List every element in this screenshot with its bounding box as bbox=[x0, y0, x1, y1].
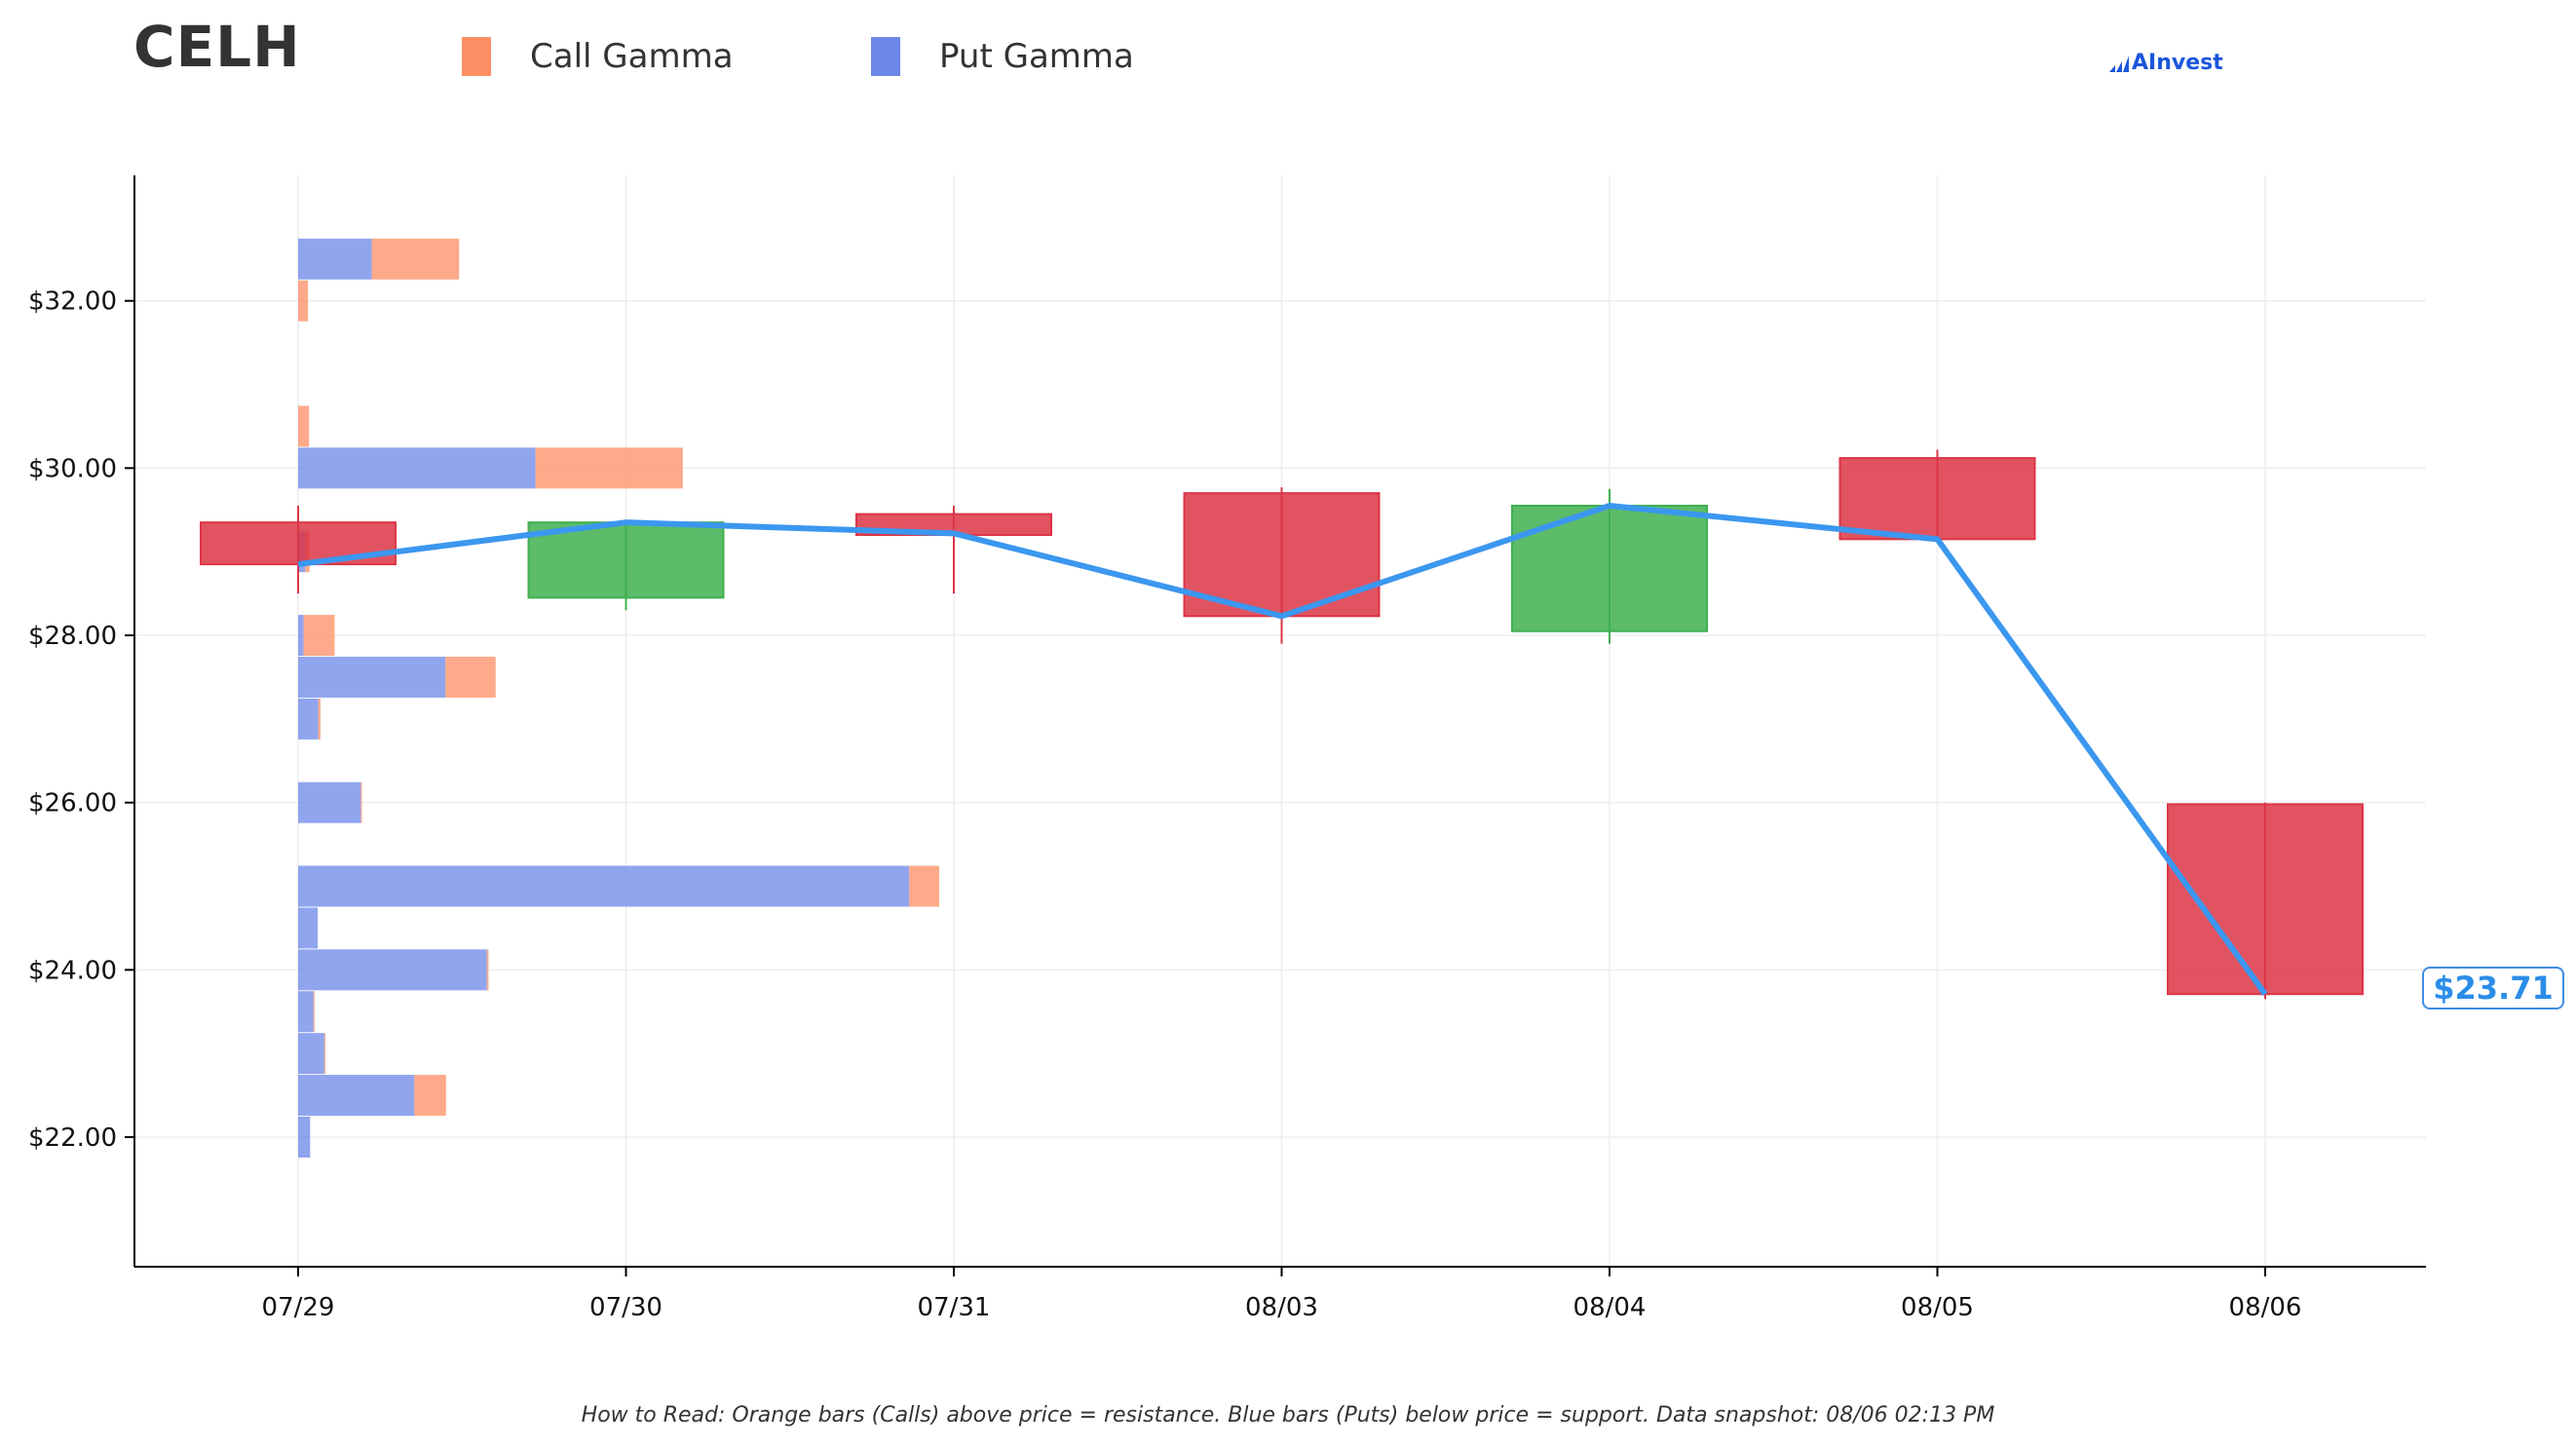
y-tick-label: $32.00 bbox=[28, 287, 117, 317]
brand-name: AInvest bbox=[2132, 51, 2223, 75]
chart-logo-icon bbox=[2109, 55, 2129, 72]
x-tick-label: 07/30 bbox=[589, 1293, 663, 1322]
x-tick-label: 07/31 bbox=[918, 1293, 991, 1322]
put-gamma-bar bbox=[298, 1033, 324, 1075]
y-tick-label: $28.00 bbox=[28, 622, 117, 651]
x-tick-label: 08/03 bbox=[1245, 1293, 1318, 1322]
y-tick-label: $24.00 bbox=[28, 956, 117, 985]
put-gamma-bar bbox=[298, 615, 304, 657]
y-tick-label: $26.00 bbox=[28, 789, 117, 819]
put-gamma-bar bbox=[298, 447, 536, 489]
put-gamma-bar bbox=[298, 1075, 415, 1117]
put-gamma-bar bbox=[298, 781, 361, 823]
call-gamma-bar bbox=[371, 238, 460, 280]
put-gamma-bar bbox=[298, 949, 487, 991]
legend-item-call: Call Gamma bbox=[462, 35, 734, 78]
x-tick-label: 08/05 bbox=[1901, 1293, 1974, 1322]
call-gamma-bar bbox=[535, 447, 683, 489]
legend-item-put: Put Gamma bbox=[871, 35, 1134, 78]
candle-body bbox=[1511, 505, 1708, 632]
ticker-title: CELH bbox=[133, 14, 301, 80]
last-price-tag: $23.71 bbox=[2422, 967, 2564, 1009]
put-gamma-bar bbox=[298, 1116, 311, 1158]
call-gamma-bar bbox=[360, 781, 362, 823]
brand-logo: AInvest bbox=[2108, 51, 2223, 75]
x-tick-label: 08/06 bbox=[2229, 1293, 2302, 1322]
footer-note: How to Read: Orange bars (Calls) above p… bbox=[581, 1403, 1995, 1428]
call-swatch bbox=[462, 37, 491, 76]
put-gamma-bar bbox=[298, 865, 910, 907]
call-gamma-bar bbox=[318, 698, 321, 740]
candle-body bbox=[527, 521, 725, 599]
call-gamma-bar bbox=[414, 1075, 446, 1117]
call-gamma-bar bbox=[445, 656, 496, 698]
call-gamma-bar bbox=[303, 615, 335, 657]
legend-label-put: Put Gamma bbox=[939, 37, 1134, 76]
put-gamma-bar bbox=[298, 698, 319, 740]
y-tick-label: $30.00 bbox=[28, 454, 117, 483]
price-line bbox=[297, 503, 2268, 996]
call-gamma-bar bbox=[298, 280, 309, 322]
call-gamma-bar bbox=[486, 949, 489, 991]
put-gamma-bar bbox=[298, 907, 319, 949]
call-gamma-bar bbox=[298, 405, 310, 447]
x-tick-label: 07/29 bbox=[262, 1293, 335, 1322]
call-gamma-bar bbox=[909, 865, 939, 907]
put-gamma-bar bbox=[298, 238, 372, 280]
put-swatch bbox=[871, 37, 900, 76]
y-tick-label: $22.00 bbox=[28, 1123, 117, 1153]
x-tick-label: 08/04 bbox=[1573, 1293, 1647, 1322]
put-gamma-bar bbox=[298, 656, 446, 698]
call-gamma-bar bbox=[323, 1033, 325, 1075]
candle-body bbox=[1838, 457, 2036, 541]
call-gamma-bar bbox=[313, 991, 315, 1033]
put-gamma-bar bbox=[298, 991, 314, 1033]
legend-label-call: Call Gamma bbox=[530, 37, 734, 76]
